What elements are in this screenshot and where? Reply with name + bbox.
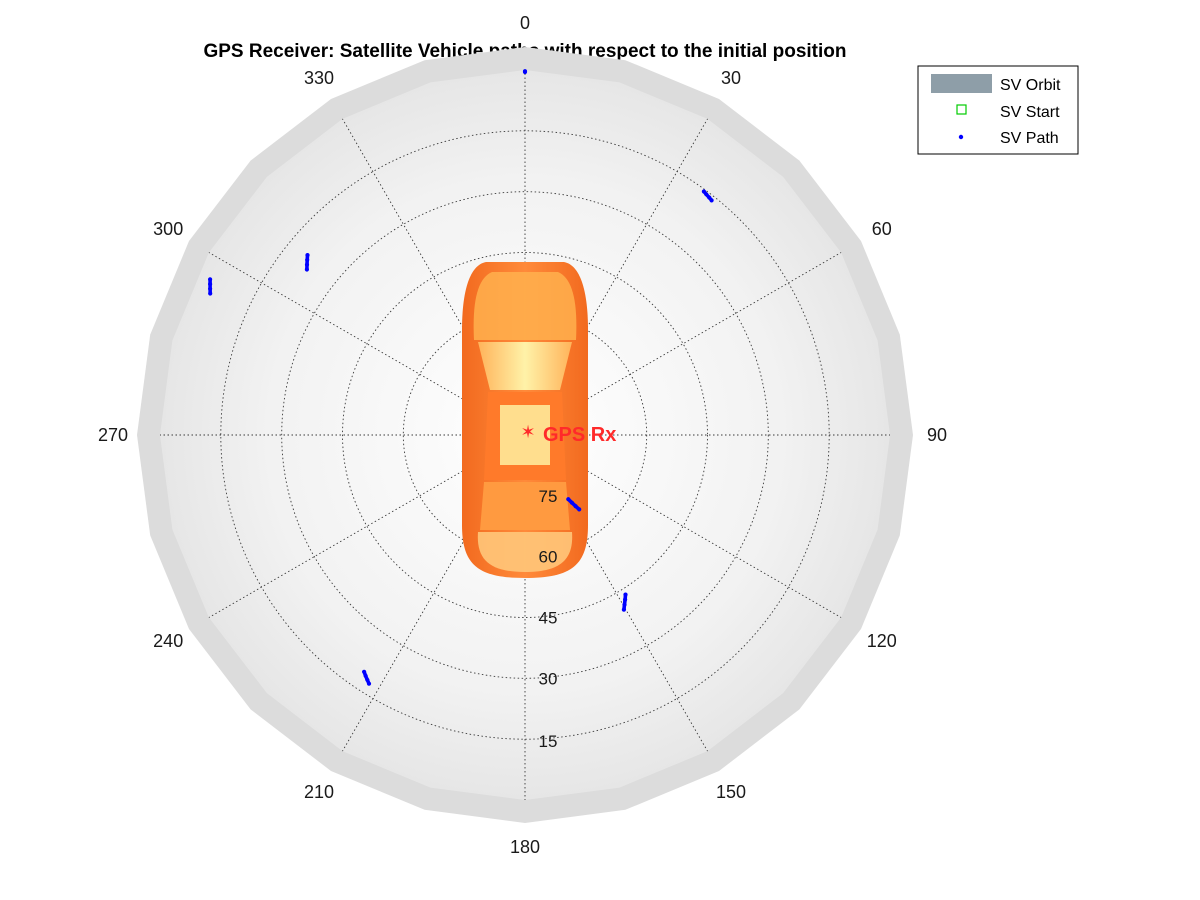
sv-path-point bbox=[566, 497, 571, 502]
sv-path-point bbox=[208, 282, 213, 287]
elevation-ring-45 bbox=[342, 252, 708, 618]
sv-path-point bbox=[621, 607, 627, 612]
sv-path-point bbox=[622, 602, 627, 607]
sv-path-point bbox=[707, 195, 712, 200]
vehicle-model bbox=[462, 262, 588, 578]
elevation-tick-label: 75 bbox=[539, 487, 558, 506]
sv-path-line-3 bbox=[622, 592, 628, 612]
azimuth-tick-label: 150 bbox=[716, 782, 746, 802]
azimuth-labels: 0 30 60 90 120 150 180 210 240 270 300 330 bbox=[98, 13, 947, 857]
sv-path-point bbox=[208, 291, 213, 296]
legend-label-start: SV Start bbox=[1000, 104, 1060, 121]
elevation-tick-label: 45 bbox=[539, 609, 558, 628]
sv-path-point bbox=[305, 253, 310, 258]
azimuth-tick-label: 210 bbox=[304, 782, 334, 802]
sv-path-point bbox=[573, 504, 578, 509]
car-hood bbox=[473, 272, 577, 340]
azimuth-tick-label: 60 bbox=[872, 219, 892, 239]
elevation-tick-label: 30 bbox=[539, 669, 558, 688]
sv-path-point bbox=[709, 198, 714, 203]
sv-path-point bbox=[208, 286, 213, 291]
azimuth-tick-label: 90 bbox=[927, 425, 947, 445]
elevation-labels: 75 60 45 30 15 bbox=[539, 487, 558, 751]
azimuth-tick-label: 30 bbox=[721, 68, 741, 88]
legend-start-swatch bbox=[956, 104, 967, 115]
sv-path-line-6 bbox=[305, 253, 310, 272]
sv-path-point bbox=[569, 500, 575, 505]
sv-path-point bbox=[363, 673, 368, 678]
sv-path-line-4 bbox=[362, 670, 371, 686]
sv-path-point bbox=[623, 597, 628, 602]
sv-path-point bbox=[522, 69, 528, 74]
legend-label-orbit: SV Orbit bbox=[1000, 77, 1061, 94]
satellite-paths bbox=[208, 69, 714, 686]
sv-path-point bbox=[701, 189, 707, 194]
legend: SV Orbit SV Start SV Path bbox=[917, 65, 1079, 155]
azimuth-tick-label: 180 bbox=[510, 837, 540, 857]
sv-path-point bbox=[208, 277, 213, 282]
sv-path-point bbox=[362, 669, 367, 674]
sv-path-line-7 bbox=[566, 497, 581, 512]
car-windshield bbox=[478, 342, 572, 390]
elevation-tick-label: 60 bbox=[539, 548, 558, 567]
sv-path-point bbox=[366, 681, 372, 686]
sv-path-point bbox=[304, 262, 310, 267]
legend-path-swatch bbox=[958, 134, 964, 140]
receiver-label: GPS Rx bbox=[543, 424, 616, 446]
azimuth-tick-label: 300 bbox=[153, 219, 183, 239]
car-cabin-light bbox=[500, 405, 550, 465]
sv-path-point bbox=[305, 257, 310, 262]
receiver-marker: ✶ GPS Rx bbox=[520, 422, 616, 446]
sv-path-point bbox=[704, 192, 709, 197]
sv-path-point bbox=[304, 267, 309, 272]
azimuth-tick-label: 240 bbox=[153, 631, 183, 651]
azimuth-tick-label: 120 bbox=[867, 631, 897, 651]
elevation-tick-label: 15 bbox=[539, 732, 558, 751]
azimuth-tick-label: 330 bbox=[304, 68, 334, 88]
sv-path-point bbox=[365, 677, 370, 682]
legend-label-path: SV Path bbox=[1000, 130, 1059, 147]
azimuth-tick-label: 0 bbox=[520, 13, 530, 33]
car-trunk bbox=[477, 532, 573, 572]
sv-path-point bbox=[577, 507, 582, 512]
azimuth-tick-label: 270 bbox=[98, 425, 128, 445]
sv-path-point bbox=[623, 592, 628, 597]
receiver-star-icon: ✶ bbox=[520, 422, 535, 443]
car-rear-window bbox=[480, 482, 570, 530]
elevation-ring-30 bbox=[281, 191, 769, 679]
legend-orbit-swatch bbox=[931, 74, 992, 93]
